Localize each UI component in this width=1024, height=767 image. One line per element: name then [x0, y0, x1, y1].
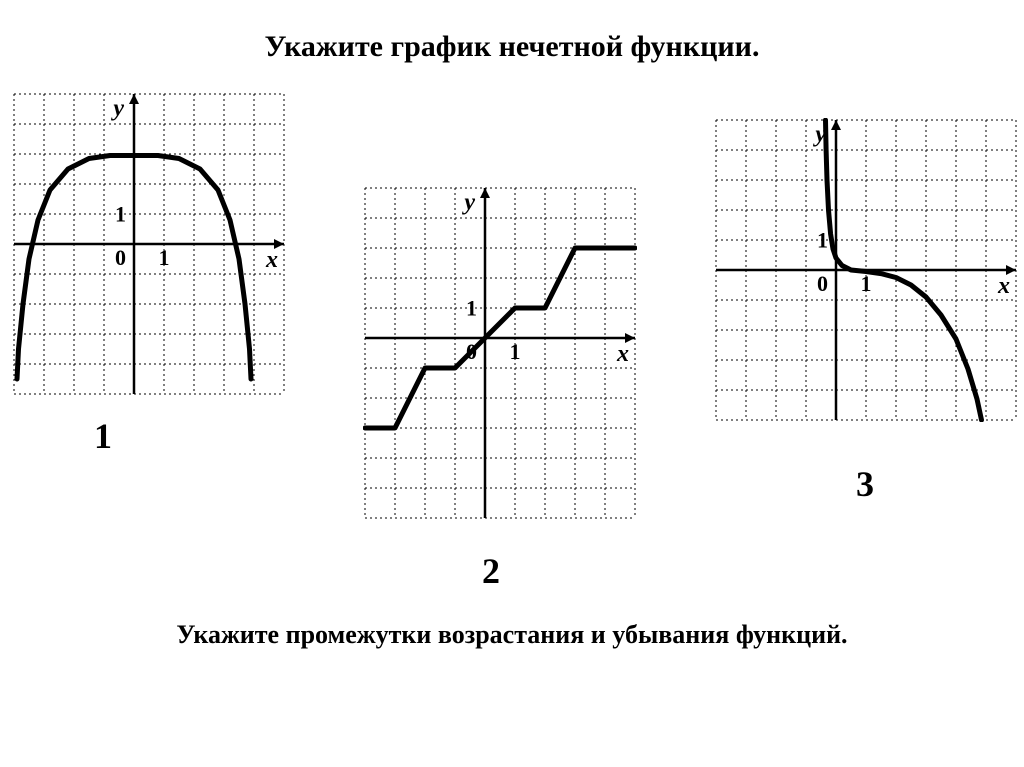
- title-bottom: Укажите промежутки возрастания и убывани…: [0, 620, 1024, 650]
- svg-text:1: 1: [466, 296, 477, 321]
- svg-text:0: 0: [115, 245, 126, 270]
- svg-text:x: x: [616, 341, 629, 367]
- plot-2: 0 1 1 x y: [363, 186, 637, 520]
- svg-text:y: y: [110, 96, 124, 122]
- svg-text:x: x: [997, 273, 1010, 299]
- svg-text:0: 0: [466, 339, 477, 364]
- svg-text:1: 1: [817, 228, 828, 253]
- svg-text:1: 1: [115, 202, 126, 227]
- svg-text:1: 1: [159, 245, 170, 270]
- svg-text:y: y: [461, 190, 475, 216]
- svg-text:0: 0: [817, 271, 828, 296]
- plot-3-label: 3: [856, 463, 874, 505]
- svg-text:y: y: [812, 122, 826, 148]
- svg-text:1: 1: [861, 271, 872, 296]
- plot-1-label: 1: [94, 415, 112, 457]
- plot-3: 0 1 1 x y: [714, 118, 1018, 422]
- title-top: Укажите график нечетной функции.: [0, 30, 1024, 64]
- svg-text:1: 1: [510, 339, 521, 364]
- svg-text:x: x: [265, 247, 278, 273]
- page: Укажите график нечетной функции. 0 1 1 x y 1…: [0, 0, 1024, 767]
- plot-2-label: 2: [482, 550, 500, 592]
- plot-1: 0 1 1 x y: [12, 92, 286, 396]
